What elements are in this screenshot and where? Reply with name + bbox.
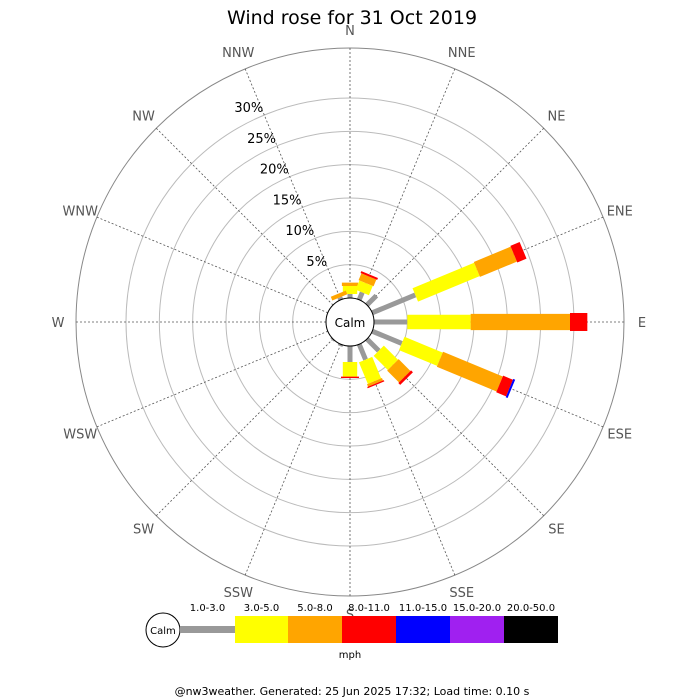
legend-unit-label: mph — [339, 650, 361, 661]
chart-title: Wind rose for 31 Oct 2019 — [227, 7, 477, 29]
bar-sse-1.0-3.0 — [356, 343, 368, 361]
radial-tick-label-5: 25% — [247, 132, 276, 147]
direction-label-e: E — [638, 316, 646, 331]
bar-ene-1.0-3.0 — [371, 292, 417, 316]
direction-label-sse: SSE — [449, 586, 474, 601]
direction-label-wsw: WSW — [63, 428, 97, 443]
bar-se-3.0-5.0 — [373, 345, 398, 370]
legend: Calm 1.0-3.0 3.0-5.0 5.0-8.0 8.0-11.0 11.0-1… — [145, 603, 558, 661]
bar-e-5.0-8.0 — [470, 313, 570, 331]
bar-ese-1.0-3.0 — [371, 328, 403, 346]
spoke-ne — [366, 127, 545, 306]
calm-center: Calm — [325, 297, 375, 347]
radial-tick-label-2: 10% — [285, 224, 314, 239]
calm-label: Calm — [335, 316, 366, 330]
direction-label-s: S — [346, 608, 354, 623]
bar-sse-5.0-8.0 — [367, 378, 383, 387]
spoke-wnw — [96, 216, 328, 314]
calm-circle — [325, 297, 375, 347]
bar-ese-8.0-11.0 — [496, 375, 513, 397]
legend-swatch-20.0-50.0 — [504, 616, 558, 643]
bar-s-8.0-11.0 — [341, 376, 359, 378]
spoke-nnw — [244, 68, 342, 300]
direction-label-wnw: WNW — [63, 204, 99, 219]
legend-range-15.0-20.0: 15.0-20.0 — [453, 603, 501, 614]
direction-label-ne: NE — [547, 110, 565, 125]
spoke-nne — [358, 68, 456, 300]
bar-nnw-5.0-8.0 — [330, 290, 348, 301]
bar-n-3.0-5.0 — [342, 286, 358, 294]
bar-ese-3.0-5.0 — [398, 336, 443, 366]
bar-nne-5.0-8.0 — [358, 273, 377, 287]
spoke-sw — [155, 338, 334, 517]
radial-tick-label-1: 5% — [306, 255, 327, 270]
bar-ese-5.0-8.0 — [436, 351, 503, 392]
bar-e-1.0-3.0 — [374, 319, 408, 325]
direction-label-ene: ENE — [607, 204, 633, 219]
bar-s-1.0-3.0 — [347, 346, 353, 362]
direction-label-nw: NW — [132, 110, 155, 125]
bar-ene-8.0-11.0 — [510, 241, 527, 263]
bar-e-8.0-11.0 — [570, 313, 588, 331]
bar-ne-1.0-3.0 — [365, 293, 379, 307]
bar-s-3.0-5.0 — [342, 362, 358, 377]
bar-sse-8.0-11.0 — [367, 380, 385, 389]
bar-se-5.0-8.0 — [387, 359, 411, 383]
direction-label-se: SE — [548, 522, 564, 537]
bar-nne-1.0-3.0 — [356, 291, 365, 301]
bar-se-1.0-3.0 — [365, 337, 381, 353]
direction-labels: N NNE NE ENE E ESE SE SSE S SSW SW WSW W WNW NW NNW — [52, 24, 647, 623]
radial-tick-label-4: 20% — [260, 163, 289, 178]
legend-swatch-3.0-5.0 — [235, 616, 288, 643]
bar-ese-11.0-15.0 — [505, 378, 516, 398]
spoke-wsw — [96, 330, 328, 428]
legend-swatch-1.0-3.0 — [180, 626, 235, 633]
bar-ene-3.0-5.0 — [412, 262, 480, 302]
wind-bars — [330, 241, 588, 398]
legend-calm-label: Calm — [150, 626, 176, 637]
legend-range-5.0-8.0: 5.0-8.0 — [297, 603, 332, 614]
chart-spokes — [76, 48, 624, 596]
legend-range-11.0-15.0: 11.0-15.0 — [399, 603, 447, 614]
bar-nne-8.0-11.0 — [360, 271, 378, 280]
direction-label-w: W — [52, 316, 65, 331]
direction-label-ssw: SSW — [224, 586, 254, 601]
bar-e-3.0-5.0 — [407, 314, 471, 330]
spoke-nw — [155, 127, 334, 306]
bar-ssw-1.0-3.0 — [337, 343, 344, 347]
bar-n-5.0-8.0 — [341, 282, 359, 286]
bar-nne-3.0-5.0 — [355, 280, 373, 296]
bar-sse-3.0-5.0 — [358, 356, 382, 384]
radial-tick-label-3: 15% — [273, 193, 302, 208]
bar-ene-5.0-8.0 — [473, 246, 517, 277]
bar-sw-1.0-3.0 — [330, 337, 335, 342]
legend-range-1.0-3.0: 1.0-3.0 — [190, 603, 225, 614]
legend-swatch-15.0-20.0 — [450, 616, 504, 643]
legend-items: 1.0-3.0 3.0-5.0 5.0-8.0 8.0-11.0 11.0-15.0 15… — [180, 603, 558, 643]
direction-label-nne: NNE — [448, 46, 476, 61]
legend-range-3.0-5.0: 3.0-5.0 — [244, 603, 279, 614]
radial-tick-label-6: 30% — [234, 101, 263, 116]
bar-nnw-1.0-3.0 — [337, 296, 344, 301]
spoke-ssw — [244, 344, 342, 576]
radial-tick-labels: 5% 10% 15% 20% 25% 30% — [234, 101, 327, 270]
bar-se-8.0-11.0 — [398, 370, 413, 385]
footer-text: @nw3weather. Generated: 25 Jun 2025 17:3… — [175, 685, 530, 698]
legend-swatch-11.0-15.0 — [396, 616, 450, 643]
direction-label-ese: ESE — [607, 428, 632, 443]
direction-label-n: N — [345, 24, 355, 39]
bar-n-1.0-3.0 — [347, 294, 353, 298]
legend-swatch-8.0-11.0 — [342, 616, 396, 643]
legend-range-8.0-11.0: 8.0-11.0 — [348, 603, 390, 614]
direction-label-sw: SW — [133, 522, 154, 537]
legend-swatch-5.0-8.0 — [288, 616, 342, 643]
legend-range-20.0-50.0: 20.0-50.0 — [507, 603, 555, 614]
direction-label-nnw: NNW — [222, 46, 254, 61]
